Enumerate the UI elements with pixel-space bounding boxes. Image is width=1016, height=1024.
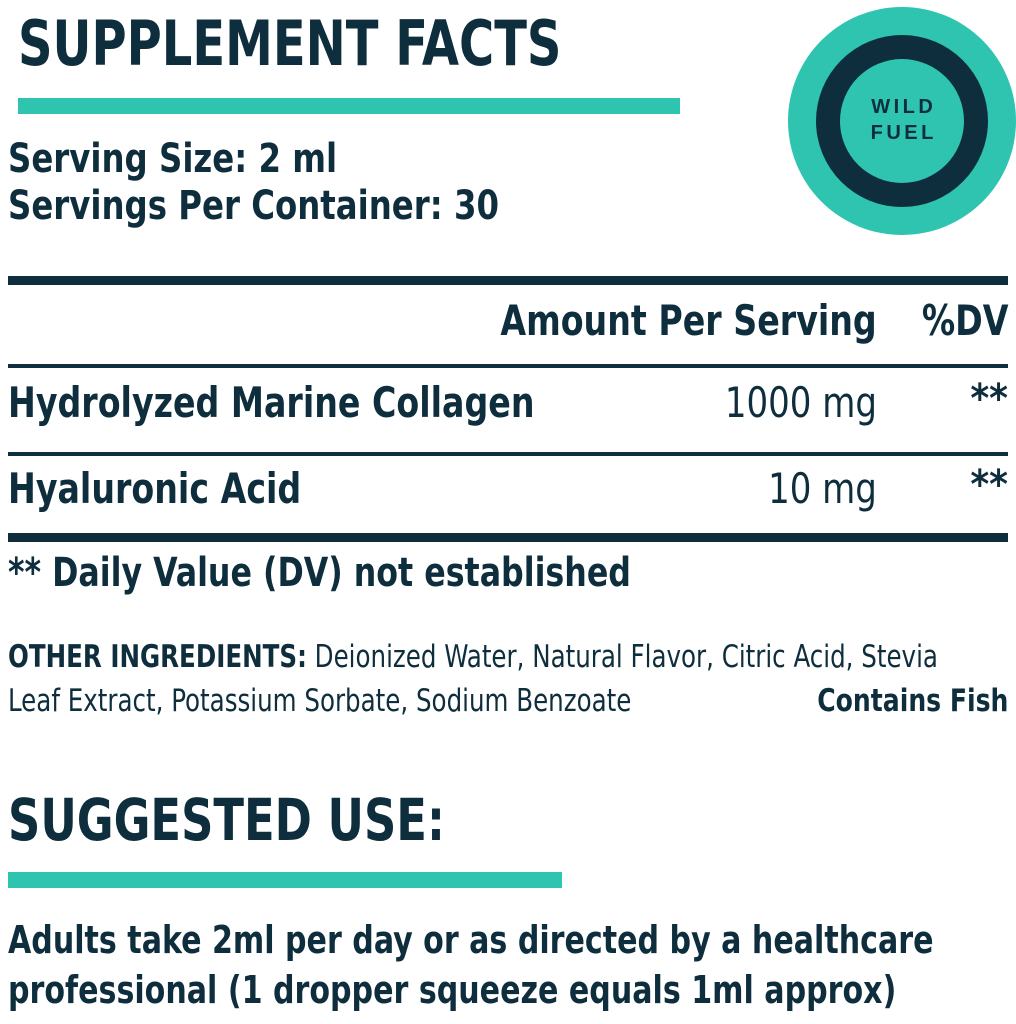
table-top-rule <box>8 276 1008 285</box>
nutrient-amount: 1000 mg <box>724 378 877 427</box>
serving-size: Serving Size: 2 ml <box>8 136 338 182</box>
title-accent-bar <box>18 98 680 114</box>
logo-ring: WILD FUEL <box>816 35 988 207</box>
page-title: SUPPLEMENT FACTS <box>18 7 562 80</box>
servings-per-container: Servings Per Container: 30 <box>8 183 500 229</box>
logo-text-line1: WILD <box>871 96 937 119</box>
other-ingredients-label: OTHER INGREDIENTS: <box>8 639 307 675</box>
nutrient-name: Hyaluronic Acid <box>8 464 302 513</box>
column-header-amount: Amount Per Serving <box>500 296 877 345</box>
table-row: Hyaluronic Acid 10 mg ** <box>8 461 1008 531</box>
other-ingredients-list-part-1: Deionized Water, Natural Flavor, Citric … <box>306 639 938 675</box>
other-ingredients-section: OTHER INGREDIENTS: Deionized Water, Natu… <box>8 636 1008 724</box>
suggested-use-accent-bar <box>8 872 562 888</box>
table-bottom-rule <box>8 533 1008 542</box>
column-header-dv: %DV <box>921 296 1008 345</box>
table-row: Hydrolyzed Marine Collagen 1000 mg ** <box>8 375 1008 445</box>
table-rule-2 <box>8 452 1008 456</box>
daily-value-footnote: ** Daily Value (DV) not established <box>8 550 631 596</box>
nutrient-dv: ** <box>970 376 1008 422</box>
nutrient-name: Hydrolyzed Marine Collagen <box>8 378 535 427</box>
suggested-use-title: SUGGESTED USE: <box>8 786 445 854</box>
suggested-use-body: Adults take 2ml per day or as directed b… <box>8 915 1008 1015</box>
logo-inner-circle: WILD FUEL <box>840 59 964 183</box>
nutrient-amount: 10 mg <box>768 464 877 513</box>
label-header: SUPPLEMENT FACTS WILD FUEL <box>10 0 1016 235</box>
logo-text-line2: FUEL <box>870 122 937 144</box>
table-header-row: Amount Per Serving %DV <box>8 292 1008 362</box>
nutrient-dv: ** <box>970 462 1008 508</box>
other-ingredients-text-1: OTHER INGREDIENTS: Deionized Water, Natu… <box>8 636 938 678</box>
suggested-use-line-2: professional (1 dropper squeeze equals 1… <box>8 968 897 1012</box>
suggested-use-line-1: Adults take 2ml per day or as directed b… <box>8 918 934 962</box>
other-ingredients-list-part-2: Leaf Extract, Potassium Sorbate, Sodium … <box>8 683 632 719</box>
other-ingredients-line-2: Leaf Extract, Potassium Sorbate, Sodium … <box>8 680 1008 724</box>
serving-information: Serving Size: 2 ml Servings Per Containe… <box>8 136 554 230</box>
allergen-statement: Contains Fish <box>816 683 1008 719</box>
table-rule-1 <box>8 364 1008 368</box>
brand-logo: WILD FUEL <box>788 7 1016 235</box>
other-ingredients-line-1: OTHER INGREDIENTS: Deionized Water, Natu… <box>8 636 1008 680</box>
